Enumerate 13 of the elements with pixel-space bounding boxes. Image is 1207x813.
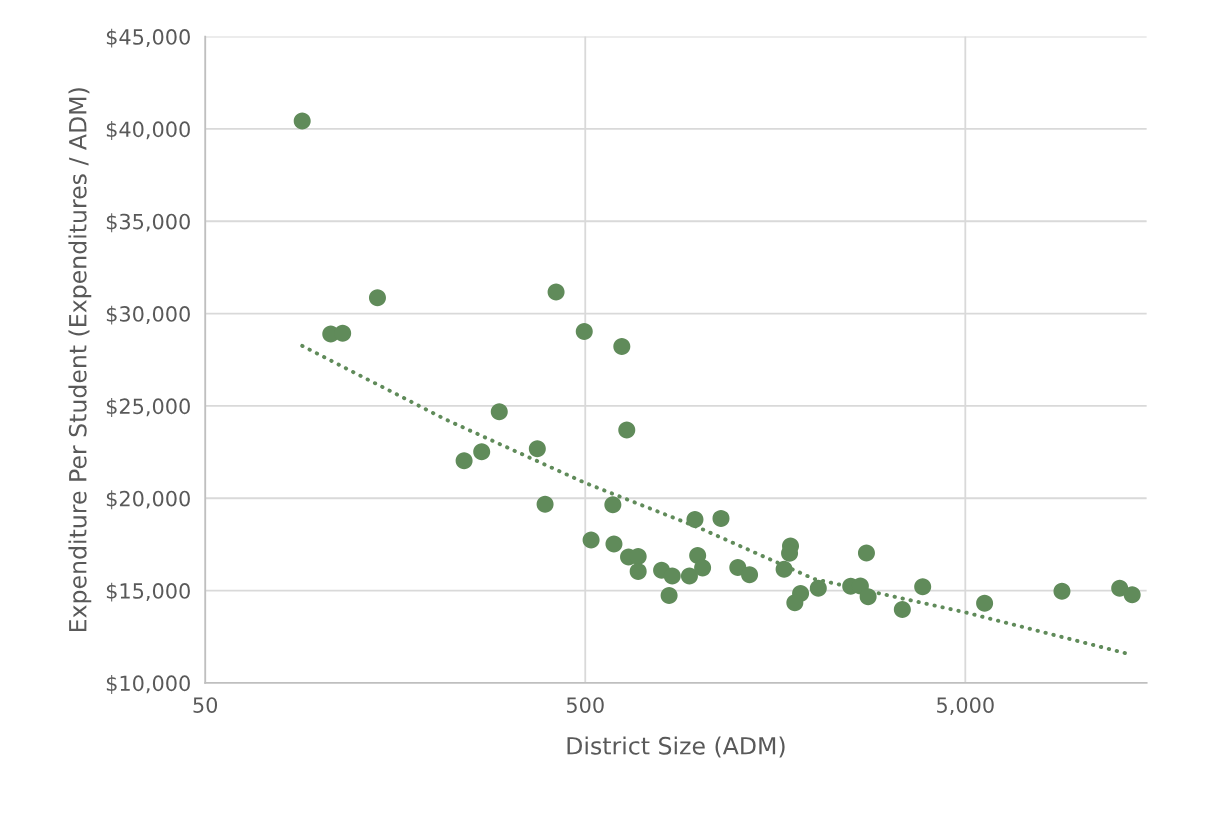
y-tick-label: $35,000 <box>106 213 190 233</box>
x-tick-label: 5,000 <box>937 697 994 716</box>
y-tick-label: $15,000 <box>106 582 190 602</box>
x-tick-label: 500 <box>566 697 604 713</box>
y-tick-label: $20,000 <box>106 490 190 510</box>
y-tick-label: $30,000 <box>106 305 190 325</box>
x-tick-label: 50 <box>193 697 218 713</box>
y-tick-label: $40,000 <box>106 121 190 140</box>
y-tick-label: $25,000 <box>106 398 190 417</box>
y-tick-label: $45,000 <box>106 28 190 48</box>
y-axis-title: Expenditure Per Student (Expenditures / ADM) <box>68 88 92 632</box>
y-tick-label: $10,000 <box>106 675 190 694</box>
x-axis-title: District Size (ADM) <box>567 736 785 758</box>
